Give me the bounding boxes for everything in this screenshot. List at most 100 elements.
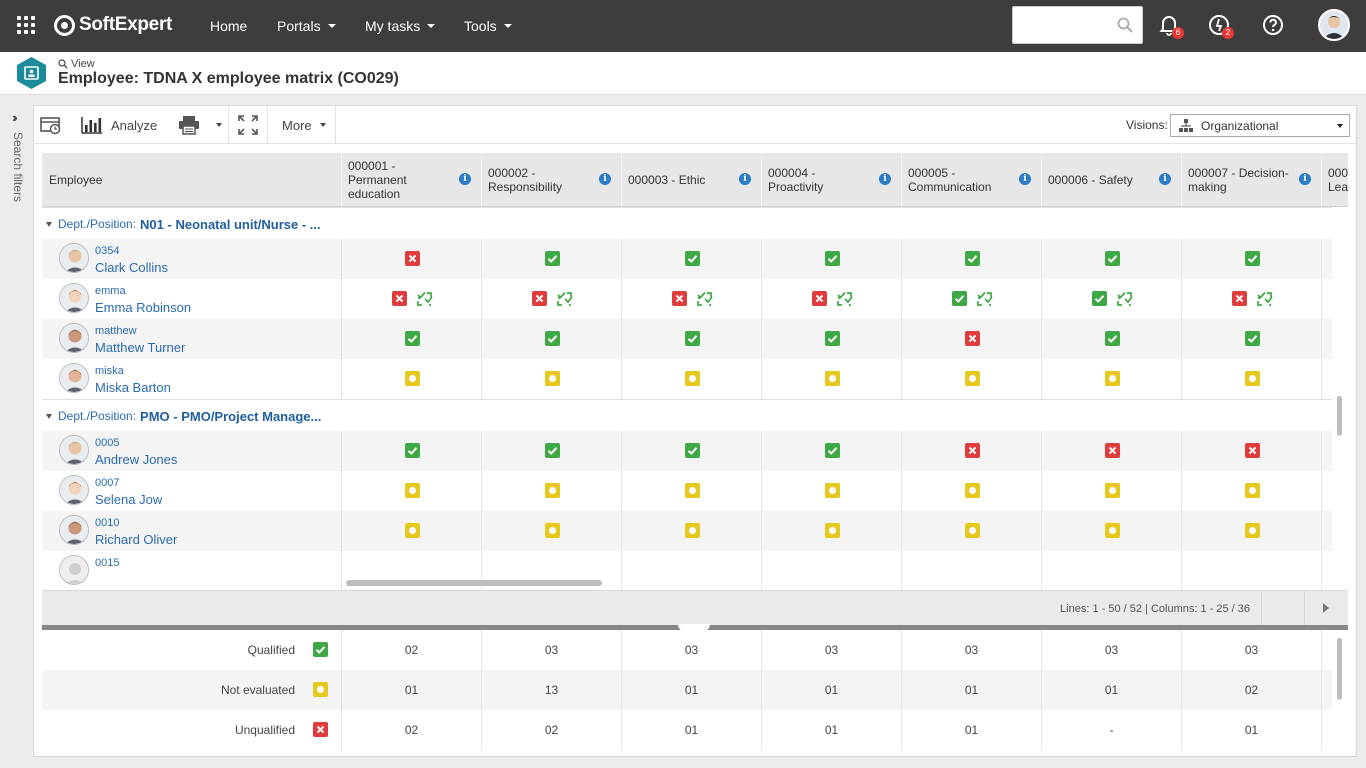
analyze-button[interactable]: Analyze	[81, 106, 157, 144]
not-evaluated-status-icon[interactable]	[405, 483, 420, 498]
matrix-cell[interactable]	[1042, 551, 1182, 591]
nav-home[interactable]: Home	[210, 0, 247, 52]
info-icon[interactable]: i	[1299, 173, 1311, 185]
not-evaluated-status-icon[interactable]	[405, 523, 420, 538]
qualified-status-icon[interactable]	[685, 251, 700, 266]
summary-count[interactable]: 01	[1042, 670, 1182, 710]
unqualified-status-icon[interactable]	[532, 291, 547, 306]
next-columns-button[interactable]	[1304, 591, 1348, 626]
unqualified-status-icon[interactable]	[392, 291, 407, 306]
matrix-cell[interactable]	[482, 359, 622, 399]
tasks-button[interactable]: 2	[1207, 13, 1234, 39]
qualified-status-icon[interactable]	[1105, 331, 1120, 346]
user-avatar[interactable]	[1318, 9, 1350, 41]
qualified-status-icon[interactable]	[545, 331, 560, 346]
info-icon[interactable]: i	[739, 173, 751, 185]
qualified-status-icon[interactable]	[685, 443, 700, 458]
matrix-cell[interactable]	[342, 471, 482, 511]
summary-count[interactable]: 02	[1182, 670, 1322, 710]
not-evaluated-status-icon[interactable]	[825, 483, 840, 498]
matrix-cell[interactable]	[1042, 471, 1182, 511]
summary-count[interactable]: 03	[902, 630, 1042, 670]
qualified-status-icon[interactable]	[1105, 251, 1120, 266]
unqualified-status-icon[interactable]	[965, 443, 980, 458]
unqualified-status-icon[interactable]	[965, 331, 980, 346]
nav-portals[interactable]: Portals	[277, 0, 336, 52]
search-input[interactable]	[1013, 7, 1113, 43]
help-button[interactable]	[1261, 13, 1285, 37]
summary-count[interactable]: 01	[342, 670, 482, 710]
matrix-cell[interactable]	[762, 471, 902, 511]
matrix-cell[interactable]	[1322, 239, 1348, 279]
matrix-cell[interactable]	[1322, 551, 1348, 591]
qualified-status-icon[interactable]	[965, 251, 980, 266]
summary-count[interactable]: 03	[1042, 630, 1182, 670]
matrix-cell[interactable]	[622, 319, 762, 359]
nav-tools[interactable]: Tools	[464, 0, 512, 52]
employee-row[interactable]: 0005 Andrew Jones	[42, 431, 1332, 471]
summary-count[interactable]: 01	[762, 710, 902, 750]
matrix-cell[interactable]	[482, 471, 622, 511]
competence-column-header[interactable]: 000003 - Ethic i	[622, 153, 762, 207]
matrix-cell[interactable]	[902, 319, 1042, 359]
summary-count[interactable]: 03	[762, 630, 902, 670]
print-options-dropdown[interactable]	[216, 106, 222, 144]
info-icon[interactable]: i	[1159, 173, 1171, 185]
qualified-status-icon[interactable]	[1245, 331, 1260, 346]
matrix-cell[interactable]	[482, 319, 622, 359]
unqualified-status-icon[interactable]	[1245, 443, 1260, 458]
competence-column-header[interactable]: 000005 - Communication i	[902, 153, 1042, 207]
matrix-cell[interactable]	[622, 511, 762, 551]
qualified-status-icon[interactable]	[825, 443, 840, 458]
not-evaluated-status-icon[interactable]	[1245, 483, 1260, 498]
matrix-cell[interactable]	[622, 551, 762, 591]
matrix-cell[interactable]	[482, 511, 622, 551]
matrix-cell[interactable]	[1182, 471, 1322, 511]
notifications-button[interactable]: 6	[1157, 13, 1184, 39]
matrix-cell[interactable]	[482, 431, 622, 471]
matrix-cell[interactable]	[342, 359, 482, 399]
summary-count[interactable]: 02	[482, 710, 622, 750]
matrix-cell[interactable]	[342, 279, 482, 319]
group-label[interactable]: Dept./Position: PMO - PMO/Project Manage.…	[46, 400, 342, 432]
employee-cell[interactable]: miska Miska Barton	[42, 359, 342, 399]
not-evaluated-status-icon[interactable]	[1105, 483, 1120, 498]
matrix-cell[interactable]	[902, 511, 1042, 551]
info-icon[interactable]: i	[1019, 173, 1031, 185]
not-evaluated-status-icon[interactable]	[1105, 523, 1120, 538]
summary-count[interactable]: -	[1042, 710, 1182, 750]
summary-count[interactable]: 01	[1182, 710, 1322, 750]
more-menu-button[interactable]: More	[282, 106, 326, 144]
summary-vertical-scrollbar[interactable]	[1337, 638, 1342, 700]
employee-name[interactable]: Selena Jow	[95, 492, 163, 507]
not-evaluated-status-icon[interactable]	[965, 523, 980, 538]
matrix-cell[interactable]	[482, 551, 622, 591]
employee-row[interactable]: 0354 Clark Collins	[42, 239, 1332, 279]
not-evaluated-status-icon[interactable]	[965, 371, 980, 386]
horizontal-scrollbar[interactable]	[346, 580, 602, 586]
employee-column-header[interactable]: Employee	[42, 153, 342, 207]
unqualified-status-icon[interactable]	[1105, 443, 1120, 458]
matrix-cell[interactable]	[1182, 239, 1322, 279]
visions-select[interactable]: Organizational	[1170, 114, 1350, 137]
matrix-cell[interactable]	[762, 431, 902, 471]
matrix-cell[interactable]	[1042, 239, 1182, 279]
qualified-status-icon[interactable]	[685, 331, 700, 346]
employee-row[interactable]: 0010 Richard Oliver	[42, 511, 1332, 551]
matrix-cell[interactable]	[902, 279, 1042, 319]
employee-cell[interactable]: 0354 Clark Collins	[42, 239, 342, 279]
qualified-status-icon[interactable]	[545, 251, 560, 266]
employee-cell[interactable]: 0005 Andrew Jones	[42, 431, 342, 471]
summary-count[interactable]: 13	[482, 670, 622, 710]
matrix-cell[interactable]	[762, 279, 902, 319]
not-evaluated-status-icon[interactable]	[685, 523, 700, 538]
development-plan-icon[interactable]	[836, 290, 853, 307]
group-row[interactable]: Dept./Position: PMO - PMO/Project Manage.…	[42, 399, 1332, 431]
summary-count[interactable]: 01	[902, 710, 1042, 750]
matrix-cell[interactable]	[1322, 319, 1348, 359]
search-filters-toggle[interactable]: Search filters	[11, 132, 25, 203]
matrix-cell[interactable]	[1182, 279, 1322, 319]
matrix-cell[interactable]	[1182, 319, 1322, 359]
matrix-cell[interactable]	[482, 239, 622, 279]
employee-name[interactable]: Matthew Turner	[95, 340, 186, 355]
